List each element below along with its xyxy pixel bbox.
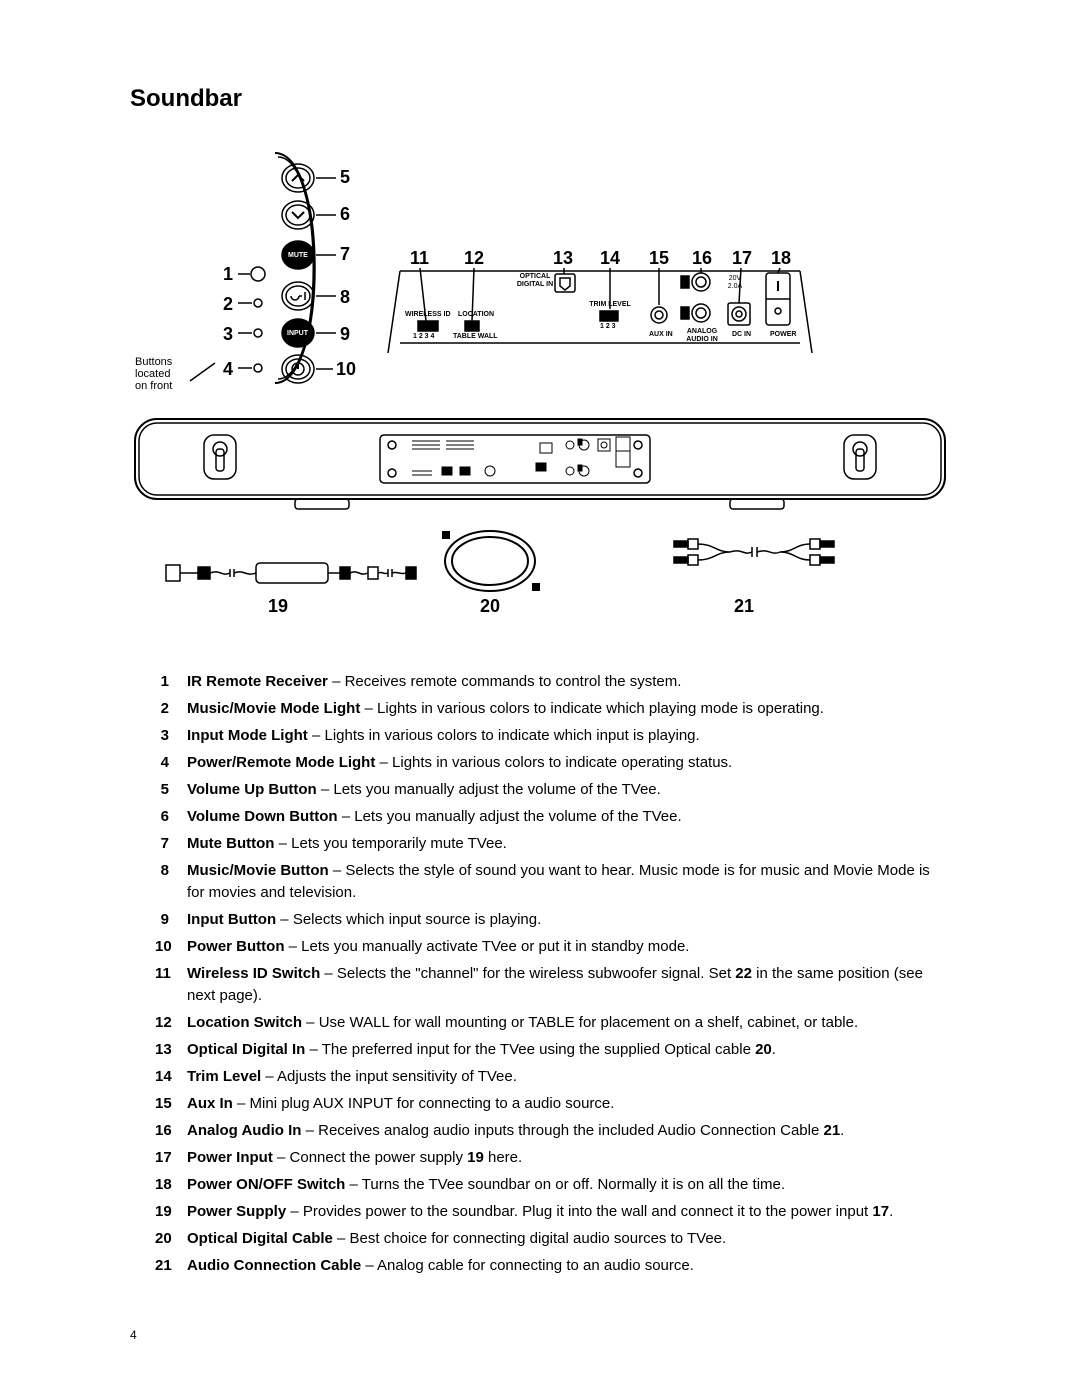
legend-number: 7 bbox=[155, 833, 187, 855]
legend-item: 4Power/Remote Mode Light – Lights in var… bbox=[155, 752, 950, 774]
legend-text: Aux In – Mini plug AUX INPUT for connect… bbox=[187, 1093, 950, 1115]
legend-number: 1 bbox=[155, 671, 187, 693]
legend-item: 2Music/Movie Mode Light – Lights in vari… bbox=[155, 698, 950, 720]
legend-number: 18 bbox=[155, 1174, 187, 1196]
legend-text: Analog Audio In – Receives analog audio … bbox=[187, 1120, 950, 1142]
legend-item: 1IR Remote Receiver – Receives remote co… bbox=[155, 671, 950, 693]
legend-number: 10 bbox=[155, 936, 187, 958]
legend-number: 13 bbox=[155, 1039, 187, 1061]
legend-number: 17 bbox=[155, 1147, 187, 1169]
button-input-label: INPUT bbox=[287, 330, 308, 338]
legend-item: 7Mute Button – Lets you temporarily mute… bbox=[155, 833, 950, 855]
legend-text: Music/Movie Button – Selects the style o… bbox=[187, 860, 950, 904]
legend-number: 4 bbox=[155, 752, 187, 774]
button-mute-label: MUTE bbox=[288, 252, 308, 260]
legend-number: 20 bbox=[155, 1228, 187, 1250]
legend-item: 3Input Mode Light – Lights in various co… bbox=[155, 725, 950, 747]
legend-item: 16Analog Audio In – Receives analog audi… bbox=[155, 1120, 950, 1142]
legend-item: 15Aux In – Mini plug AUX INPUT for conne… bbox=[155, 1093, 950, 1115]
page-number: 4 bbox=[130, 1328, 137, 1342]
legend-item: 17Power Input – Connect the power supply… bbox=[155, 1147, 950, 1169]
legend-item: 10Power Button – Lets you manually activ… bbox=[155, 936, 950, 958]
legend-item: 8Music/Movie Button – Selects the style … bbox=[155, 860, 950, 904]
legend-item: 19Power Supply – Provides power to the s… bbox=[155, 1201, 950, 1223]
legend-item: 9Input Button – Selects which input sour… bbox=[155, 909, 950, 931]
legend-item: 18Power ON/OFF Switch – Turns the TVee s… bbox=[155, 1174, 950, 1196]
legend-number: 8 bbox=[155, 860, 187, 882]
legend-text: Wireless ID Switch – Selects the "channe… bbox=[187, 963, 950, 1007]
legend-text: Input Mode Light – Lights in various col… bbox=[187, 725, 950, 747]
legend-item: 20Optical Digital Cable – Best choice fo… bbox=[155, 1228, 950, 1250]
legend-number: 21 bbox=[155, 1255, 187, 1277]
legend-item: 12Location Switch – Use WALL for wall mo… bbox=[155, 1012, 950, 1034]
legend-text: Trim Level – Adjusts the input sensitivi… bbox=[187, 1066, 950, 1088]
legend-item: 13Optical Digital In – The preferred inp… bbox=[155, 1039, 950, 1061]
legend-number: 11 bbox=[155, 963, 187, 985]
legend-text: Music/Movie Mode Light – Lights in vario… bbox=[187, 698, 950, 720]
legend-number: 19 bbox=[155, 1201, 187, 1223]
soundbar-diagram: 1 2 3 4 5 6 7 8 9 10 11 12 13 14 15 16 1… bbox=[130, 131, 950, 641]
legend-text: Power/Remote Mode Light – Lights in vari… bbox=[187, 752, 950, 774]
legend-text: Mute Button – Lets you temporarily mute … bbox=[187, 833, 950, 855]
legend-item: 6Volume Down Button – Lets you manually … bbox=[155, 806, 950, 828]
legend-number: 3 bbox=[155, 725, 187, 747]
legend-text: Power Button – Lets you manually activat… bbox=[187, 936, 950, 958]
legend-text: Power Input – Connect the power supply 1… bbox=[187, 1147, 950, 1169]
legend-text: Volume Up Button – Lets you manually adj… bbox=[187, 779, 950, 801]
legend-number: 6 bbox=[155, 806, 187, 828]
legend-number: 15 bbox=[155, 1093, 187, 1115]
legend-number: 5 bbox=[155, 779, 187, 801]
legend-text: Power ON/OFF Switch – Turns the TVee sou… bbox=[187, 1174, 950, 1196]
legend-item: 5Volume Up Button – Lets you manually ad… bbox=[155, 779, 950, 801]
legend-text: Optical Digital Cable – Best choice for … bbox=[187, 1228, 950, 1250]
legend-number: 2 bbox=[155, 698, 187, 720]
legend-number: 12 bbox=[155, 1012, 187, 1034]
legend-text: Optical Digital In – The preferred input… bbox=[187, 1039, 950, 1061]
legend-list: 1IR Remote Receiver – Receives remote co… bbox=[130, 671, 950, 1277]
diagram-svg bbox=[130, 131, 950, 641]
legend-text: Location Switch – Use WALL for wall moun… bbox=[187, 1012, 950, 1034]
legend-number: 14 bbox=[155, 1066, 187, 1088]
legend-item: 14Trim Level – Adjusts the input sensiti… bbox=[155, 1066, 950, 1088]
page-title: Soundbar bbox=[130, 85, 950, 113]
legend-item: 21Audio Connection Cable – Analog cable … bbox=[155, 1255, 950, 1277]
legend-text: Audio Connection Cable – Analog cable fo… bbox=[187, 1255, 950, 1277]
legend-item: 11Wireless ID Switch – Selects the "chan… bbox=[155, 963, 950, 1007]
legend-text: Volume Down Button – Lets you manually a… bbox=[187, 806, 950, 828]
legend-text: Input Button – Selects which input sourc… bbox=[187, 909, 950, 931]
legend-text: IR Remote Receiver – Receives remote com… bbox=[187, 671, 950, 693]
legend-text: Power Supply – Provides power to the sou… bbox=[187, 1201, 950, 1223]
legend-number: 16 bbox=[155, 1120, 187, 1142]
legend-number: 9 bbox=[155, 909, 187, 931]
